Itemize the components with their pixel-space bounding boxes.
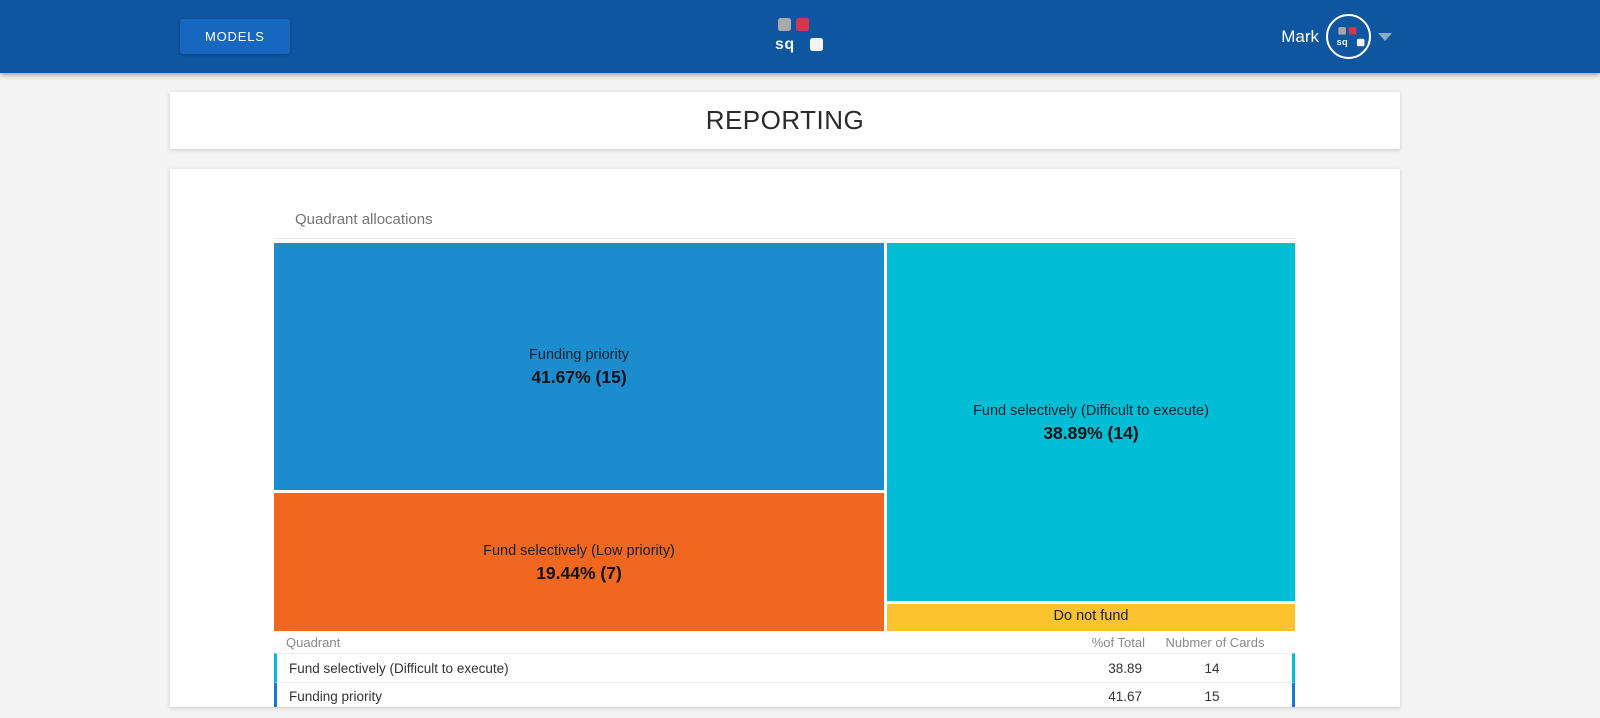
column-header-quadrant: Quadrant xyxy=(286,634,341,650)
row-quadrant: Funding priority xyxy=(289,689,383,704)
logo-gray-square-icon xyxy=(1338,26,1346,35)
segment-label: Fund selectively (Difficult to execute) xyxy=(973,402,1209,419)
models-button[interactable]: MODELS xyxy=(180,19,290,54)
segment-value: 19.44% (7) xyxy=(536,562,622,583)
logo-red-square-icon xyxy=(796,18,809,31)
logo-white-square-icon xyxy=(1356,38,1365,46)
table-row[interactable]: Funding priority 41.67 15 xyxy=(274,682,1295,707)
segment-value: 38.89% (14) xyxy=(1043,422,1139,443)
treemap-segment-do-not-fund[interactable]: Do not fund 0% (0) xyxy=(887,604,1295,631)
logo-text: sq xyxy=(775,36,795,53)
page-title: REPORTING xyxy=(705,105,865,135)
table-row[interactable]: Fund selectively (Difficult to execute) … xyxy=(274,653,1295,682)
segment-value: 41.67% (15) xyxy=(531,367,627,387)
app-bar: MODELS sq Mark sq xyxy=(0,0,1600,73)
segment-label: Fund selectively (Low priority) xyxy=(483,542,675,559)
user-name: Mark xyxy=(1281,26,1319,46)
row-pct: 41.67 xyxy=(1108,689,1142,704)
segment-label: Do not fund xyxy=(1053,608,1129,624)
section-divider xyxy=(274,238,1295,239)
column-header-pct-of-total: %of Total xyxy=(1091,634,1145,650)
quadrant-treemap: Funding priority 41.67% (15) Fund select… xyxy=(274,243,1295,631)
user-menu[interactable]: Mark sq xyxy=(1281,0,1392,73)
treemap-segment-funding-priority[interactable]: Funding priority 41.67% (15) xyxy=(274,243,884,490)
segment-label: Funding priority xyxy=(529,347,629,363)
table-header-row: Quadrant %of Total Nubmer of Cards xyxy=(274,631,1295,653)
segment-value: 0% (0) xyxy=(1065,627,1117,631)
treemap-segment-fund-selectively-difficult[interactable]: Fund selectively (Difficult to execute) … xyxy=(887,243,1295,601)
app-logo: sq xyxy=(775,18,825,53)
page-title-card: REPORTING xyxy=(170,92,1400,149)
row-cards: 15 xyxy=(1204,689,1220,704)
row-pct: 38.89 xyxy=(1108,660,1142,676)
logo-red-square-icon xyxy=(1348,26,1357,35)
row-cards: 14 xyxy=(1204,660,1220,676)
quadrant-table: Quadrant %of Total Nubmer of Cards Fund … xyxy=(274,631,1295,707)
row-quadrant: Fund selectively (Difficult to execute) xyxy=(289,660,509,676)
avatar[interactable]: sq xyxy=(1326,14,1371,59)
section-title: Quadrant allocations xyxy=(295,211,433,228)
column-header-number-of-cards: Nubmer of Cards xyxy=(1165,634,1265,650)
report-card: Quadrant allocations Funding priority 41… xyxy=(170,169,1400,707)
logo-gray-square-icon xyxy=(778,18,791,31)
treemap-segment-fund-selectively-low-priority[interactable]: Fund selectively (Low priority) 19.44% (… xyxy=(274,493,884,631)
logo-text: sq xyxy=(1336,37,1349,47)
logo-white-square-icon xyxy=(810,38,823,51)
avatar-logo-icon: sq xyxy=(1336,26,1365,47)
chevron-down-icon[interactable] xyxy=(1378,32,1392,41)
